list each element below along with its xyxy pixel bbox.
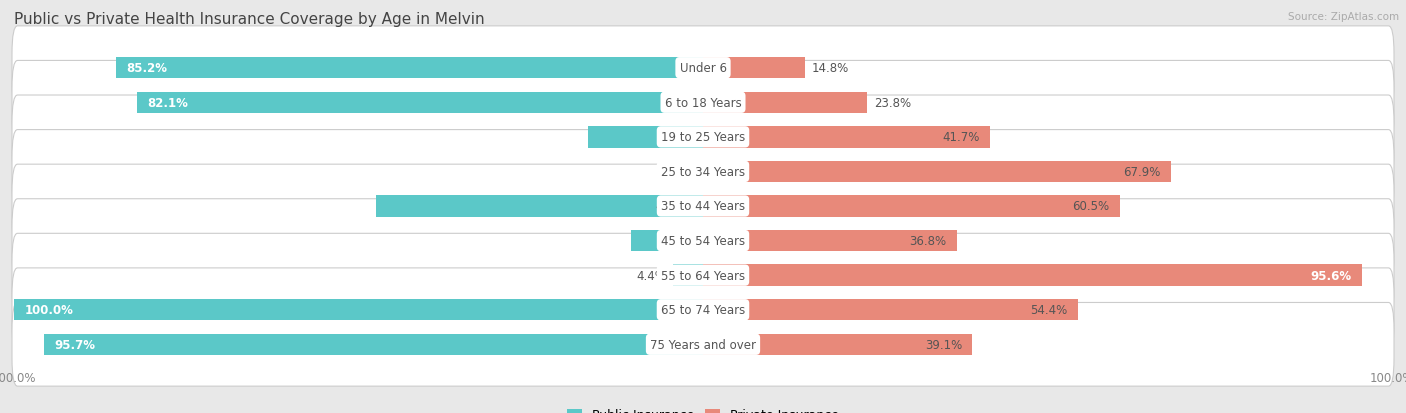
Text: Source: ZipAtlas.com: Source: ZipAtlas.com [1288, 12, 1399, 22]
Bar [14, 299, 703, 320]
Bar [703, 230, 956, 252]
Bar [703, 196, 1119, 217]
Text: 82.1%: 82.1% [148, 97, 188, 109]
FancyBboxPatch shape [13, 27, 1393, 110]
Bar [703, 265, 1361, 286]
Text: 14.8%: 14.8% [811, 62, 849, 75]
Text: 36.8%: 36.8% [910, 235, 946, 247]
Text: Public vs Private Health Insurance Coverage by Age in Melvin: Public vs Private Health Insurance Cover… [14, 12, 485, 27]
Text: 47.4%: 47.4% [655, 200, 693, 213]
Bar [703, 161, 1171, 183]
Bar [117, 58, 703, 79]
Text: 23.8%: 23.8% [875, 97, 911, 109]
Bar [703, 334, 973, 355]
FancyBboxPatch shape [13, 268, 1393, 352]
Text: 54.4%: 54.4% [1031, 304, 1067, 316]
Text: 10.5%: 10.5% [655, 235, 693, 247]
Legend: Public Insurance, Private Insurance: Public Insurance, Private Insurance [562, 404, 844, 413]
Text: 55 to 64 Years: 55 to 64 Years [661, 269, 745, 282]
Text: 60.5%: 60.5% [1073, 200, 1109, 213]
Text: 85.2%: 85.2% [127, 62, 167, 75]
Text: Under 6: Under 6 [679, 62, 727, 75]
Bar [377, 196, 703, 217]
Bar [703, 58, 806, 79]
Bar [138, 93, 703, 114]
Bar [44, 334, 703, 355]
Bar [703, 93, 868, 114]
Bar [588, 127, 703, 148]
Text: 45 to 54 Years: 45 to 54 Years [661, 235, 745, 247]
Text: 95.7%: 95.7% [53, 338, 96, 351]
Bar [631, 230, 703, 252]
FancyBboxPatch shape [13, 96, 1393, 179]
Bar [672, 265, 703, 286]
Text: 35 to 44 Years: 35 to 44 Years [661, 200, 745, 213]
Bar [703, 127, 990, 148]
FancyBboxPatch shape [13, 165, 1393, 248]
Text: 67.9%: 67.9% [1123, 166, 1160, 178]
Text: 75 Years and over: 75 Years and over [650, 338, 756, 351]
Text: 39.1%: 39.1% [925, 338, 962, 351]
Text: 100.0%: 100.0% [24, 304, 73, 316]
Text: 41.7%: 41.7% [942, 131, 980, 144]
Text: 95.6%: 95.6% [1310, 269, 1351, 282]
FancyBboxPatch shape [13, 303, 1393, 386]
FancyBboxPatch shape [13, 199, 1393, 283]
Text: 16.7%: 16.7% [655, 131, 693, 144]
FancyBboxPatch shape [13, 130, 1393, 214]
Text: 0.0%: 0.0% [666, 166, 696, 178]
Text: 65 to 74 Years: 65 to 74 Years [661, 304, 745, 316]
Bar [703, 299, 1078, 320]
Text: 4.4%: 4.4% [636, 269, 666, 282]
FancyBboxPatch shape [13, 61, 1393, 145]
Text: 19 to 25 Years: 19 to 25 Years [661, 131, 745, 144]
Text: 25 to 34 Years: 25 to 34 Years [661, 166, 745, 178]
FancyBboxPatch shape [13, 234, 1393, 317]
Text: 6 to 18 Years: 6 to 18 Years [665, 97, 741, 109]
